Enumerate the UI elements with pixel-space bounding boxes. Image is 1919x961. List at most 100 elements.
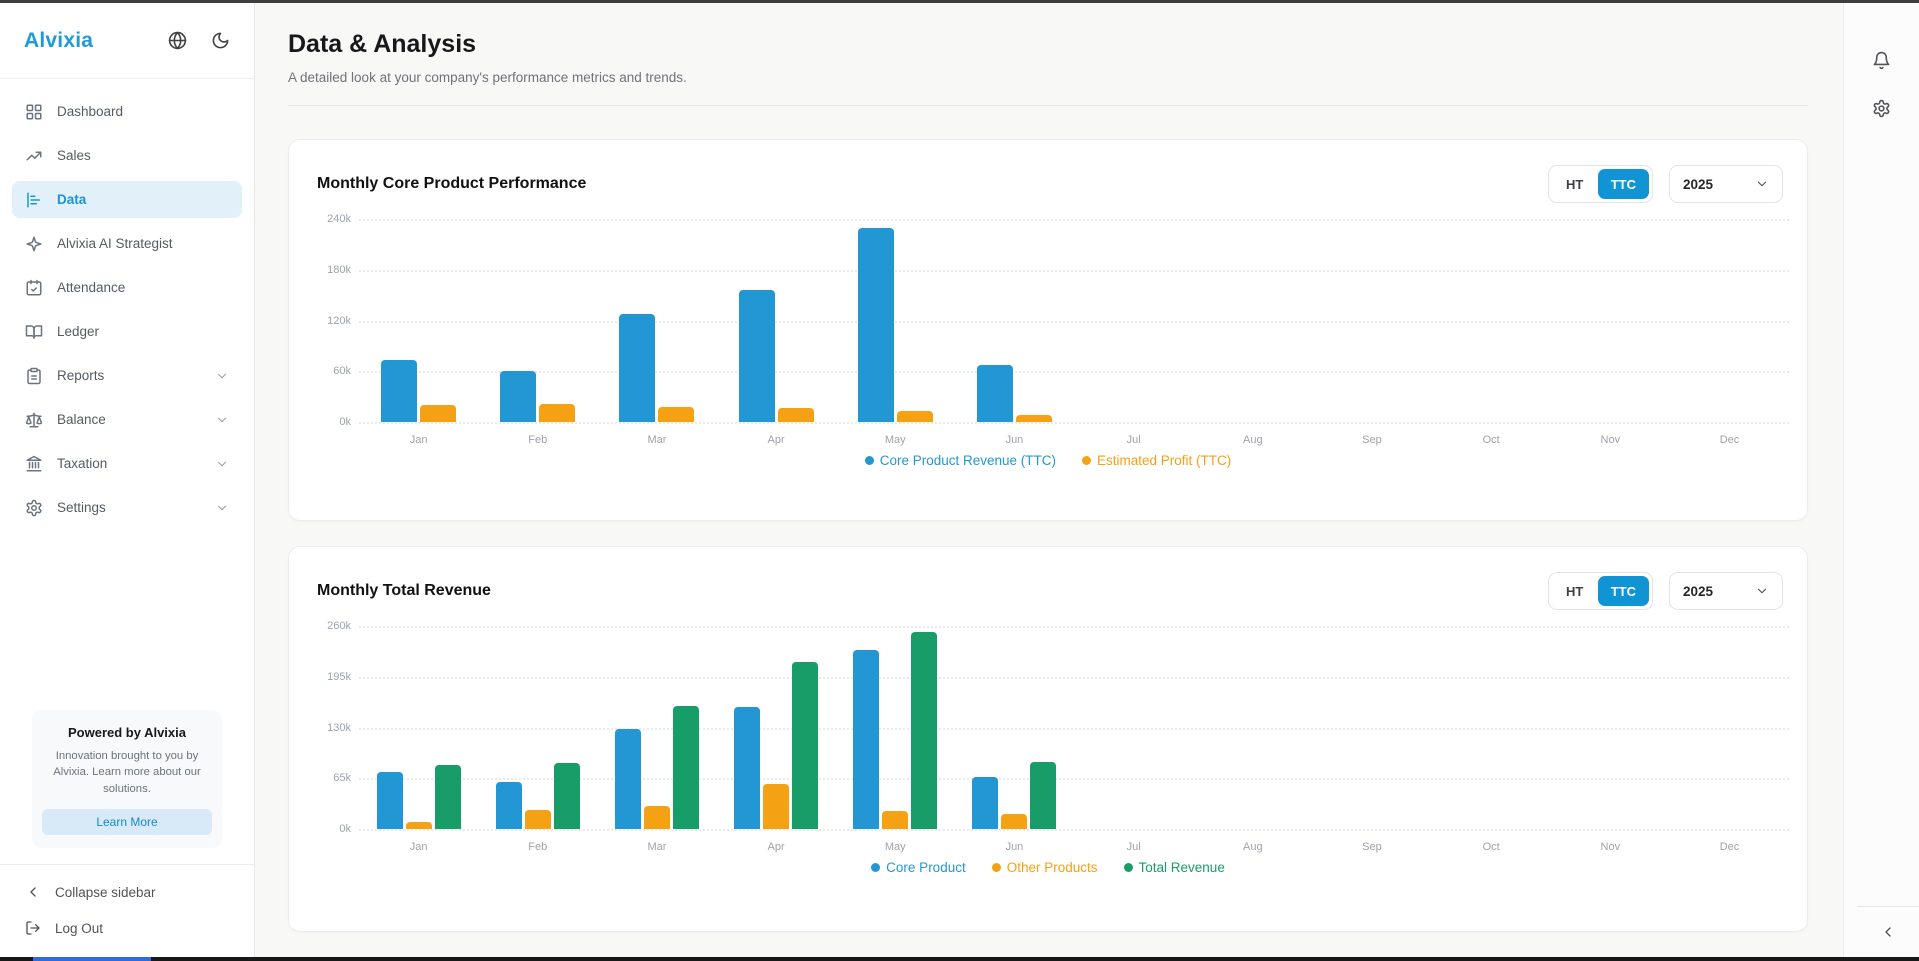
chevron-down-icon [1755,584,1769,598]
chevron-down-icon [215,457,229,471]
bell-icon[interactable] [1872,51,1891,70]
bar-green-feb [553,763,580,829]
chevron-left-icon [25,884,41,900]
month-slot-jan: Jan [359,219,478,446]
month-slot-apr: Apr [717,219,836,446]
bar-blue-may [857,228,894,422]
bar-orange-apr [777,408,814,422]
collapse-panel-button[interactable] [1857,906,1919,957]
gear-icon[interactable] [1872,99,1891,118]
month-slot-oct: Oct [1432,626,1551,853]
x-axis-label: Jan [409,434,428,446]
legend-item[interactable]: Core Product [871,860,966,875]
sidebar-footer: Collapse sidebar Log Out [0,864,254,957]
legend-item[interactable]: Total Revenue [1123,860,1225,875]
x-axis-label: Sep [1362,434,1382,446]
log-out-button[interactable]: Log Out [12,911,242,945]
x-axis-label: Jul [1126,434,1141,446]
x-axis-label: May [884,434,906,446]
sidebar-item-label: Data [57,192,87,207]
year-select-value: 2025 [1683,583,1714,599]
sparkle-icon [25,235,43,253]
x-axis-label: May [884,841,906,853]
moon-icon[interactable] [211,31,230,50]
ttc-button[interactable]: TTC [1597,169,1649,199]
y-axis-tick: 60k [333,365,351,378]
bar-chart: 0k 65k 130k 195k 260k Jan Feb Mar Apr May Jun Jul Au… [313,620,1789,853]
sidebar-item-attendance[interactable]: Attendance [12,269,242,306]
bar-orange-jan [405,822,432,829]
ttc-button[interactable]: TTC [1597,576,1649,606]
x-axis-label: Aug [1243,434,1263,446]
sidebar-item-balance[interactable]: Balance [12,401,242,438]
window-bottom-strip [0,957,1919,961]
data-icon [25,191,43,209]
collapse-sidebar-button[interactable]: Collapse sidebar [12,875,242,909]
legend-item[interactable]: Estimated Profit (TTC) [1082,453,1231,468]
sidebar-item-label: Dashboard [57,104,124,119]
footer-item-label: Log Out [55,920,104,936]
x-axis-label: Jun [1005,434,1024,446]
sales-icon [25,147,43,165]
sidebar-item-reports[interactable]: Reports [12,357,242,394]
y-axis-tick: 260k [327,620,351,632]
header-divider [288,105,1808,106]
sidebar-item-label: Taxation [57,456,108,471]
sidebar-item-ledger[interactable]: Ledger [12,313,242,350]
bar-orange-feb [539,404,576,422]
year-select[interactable]: 2025 [1669,572,1783,610]
bar-blue-feb [500,371,537,422]
year-select[interactable]: 2025 [1669,165,1783,203]
month-slot-jul: Jul [1074,219,1193,446]
footer-item-label: Collapse sidebar [55,884,156,900]
bar-green-may [911,632,938,829]
learn-more-button[interactable]: Learn More [42,809,212,835]
sidebar-item-label: Ledger [57,324,100,339]
bar-blue-mar [614,729,641,829]
ht-ttc-toggle: HT TTC [1547,165,1653,203]
globe-icon[interactable] [168,31,187,50]
right-rail [1843,3,1919,957]
legend-label: Core Product Revenue (TTC) [879,453,1057,468]
x-axis-label: Feb [528,434,548,446]
chevron-down-icon [215,501,229,515]
gridline [359,626,1789,628]
month-slot-mar: Mar [597,626,716,853]
sidebar-item-alvixia-ai-strategist[interactable]: Alvixia AI Strategist [12,225,242,262]
legend-dot [1082,456,1092,465]
legend-dot [1123,863,1133,872]
main-content: Data & Analysis A detailed look at your … [256,3,1843,957]
bar-green-mar [672,706,699,829]
chart-legend: Core Product Revenue (TTC) Estimated Prof… [289,453,1807,468]
month-slot-may: May [836,626,955,853]
bottom-scrollbar-thumb[interactable] [33,957,151,961]
x-axis-label: Feb [528,841,548,853]
month-slot-aug: Aug [1193,219,1312,446]
y-axis-tick: 130k [327,721,351,734]
sidebar-item-dashboard[interactable]: Dashboard [12,93,242,130]
bar-chart: 0k 60k 120k 180k 240k Jan Feb Mar Apr May Jun Jul Au… [313,213,1789,446]
promo-body: Innovation brought to you by Alvixia. Le… [53,749,201,795]
ht-button[interactable]: HT [1552,169,1598,199]
month-slot-feb: Feb [478,626,597,853]
legend-item[interactable]: Other Products [991,860,1098,875]
sidebar-item-data[interactable]: Data [12,181,242,218]
bar-green-jun [1030,762,1057,829]
ht-button[interactable]: HT [1552,576,1598,606]
sidebar-item-taxation[interactable]: Taxation [12,445,242,482]
x-axis-label: Apr [767,434,785,446]
sidebar-item-sales[interactable]: Sales [12,137,242,174]
legend-item[interactable]: Core Product Revenue (TTC) [864,453,1057,468]
sidebar-item-settings[interactable]: Settings [12,489,242,526]
x-axis-label: Jan [409,841,428,853]
gridline [359,422,1789,424]
y-axis-tick: 120k [327,314,351,327]
gear-icon [25,499,43,517]
month-slot-sep: Sep [1312,219,1431,446]
sidebar-item-label: Attendance [57,280,126,295]
page-subtitle: A detailed look at your company's perfor… [288,70,687,85]
month-slot-nov: Nov [1551,626,1670,853]
legend-label: Total Revenue [1138,860,1225,875]
dashboard-icon [25,103,43,121]
bar-blue-may [853,650,880,829]
